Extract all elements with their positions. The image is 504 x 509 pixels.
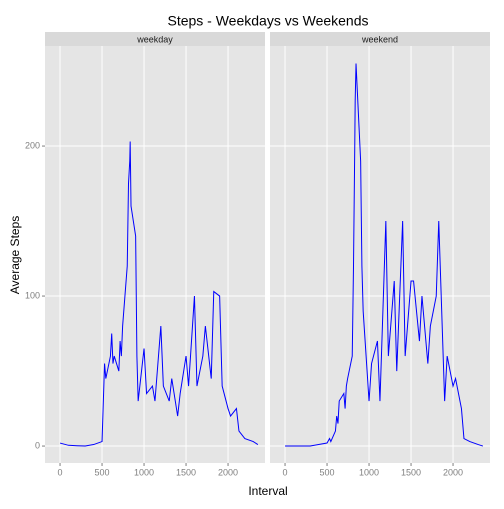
y-axis-label: Average Steps xyxy=(8,216,22,295)
x-tick-label: 1000 xyxy=(359,467,379,477)
x-tick-label: 2000 xyxy=(443,467,463,477)
y-tick-label: 0 xyxy=(35,440,40,450)
x-tick-label: 500 xyxy=(95,467,110,477)
strip xyxy=(45,32,265,46)
x-tick-label: 2000 xyxy=(218,467,238,477)
strip xyxy=(270,32,490,46)
x-tick-label: 1500 xyxy=(401,467,421,477)
x-axis-label: Interval xyxy=(248,484,287,498)
x-tick-label: 0 xyxy=(283,467,288,477)
line xyxy=(59,141,259,447)
line xyxy=(285,63,484,447)
x-tick-label: 1500 xyxy=(176,467,196,477)
x-tick-label: 500 xyxy=(320,467,335,477)
y-tick-label: 100 xyxy=(25,290,40,300)
y-tick-label: 200 xyxy=(25,140,40,150)
strip-label: weekend xyxy=(361,34,398,44)
x-tick-label: 0 xyxy=(58,467,63,477)
chart-title: Steps - Weekdays vs Weekends xyxy=(167,13,368,29)
x-tick-label: 1000 xyxy=(134,467,154,477)
strip-label: weekday xyxy=(136,34,173,44)
